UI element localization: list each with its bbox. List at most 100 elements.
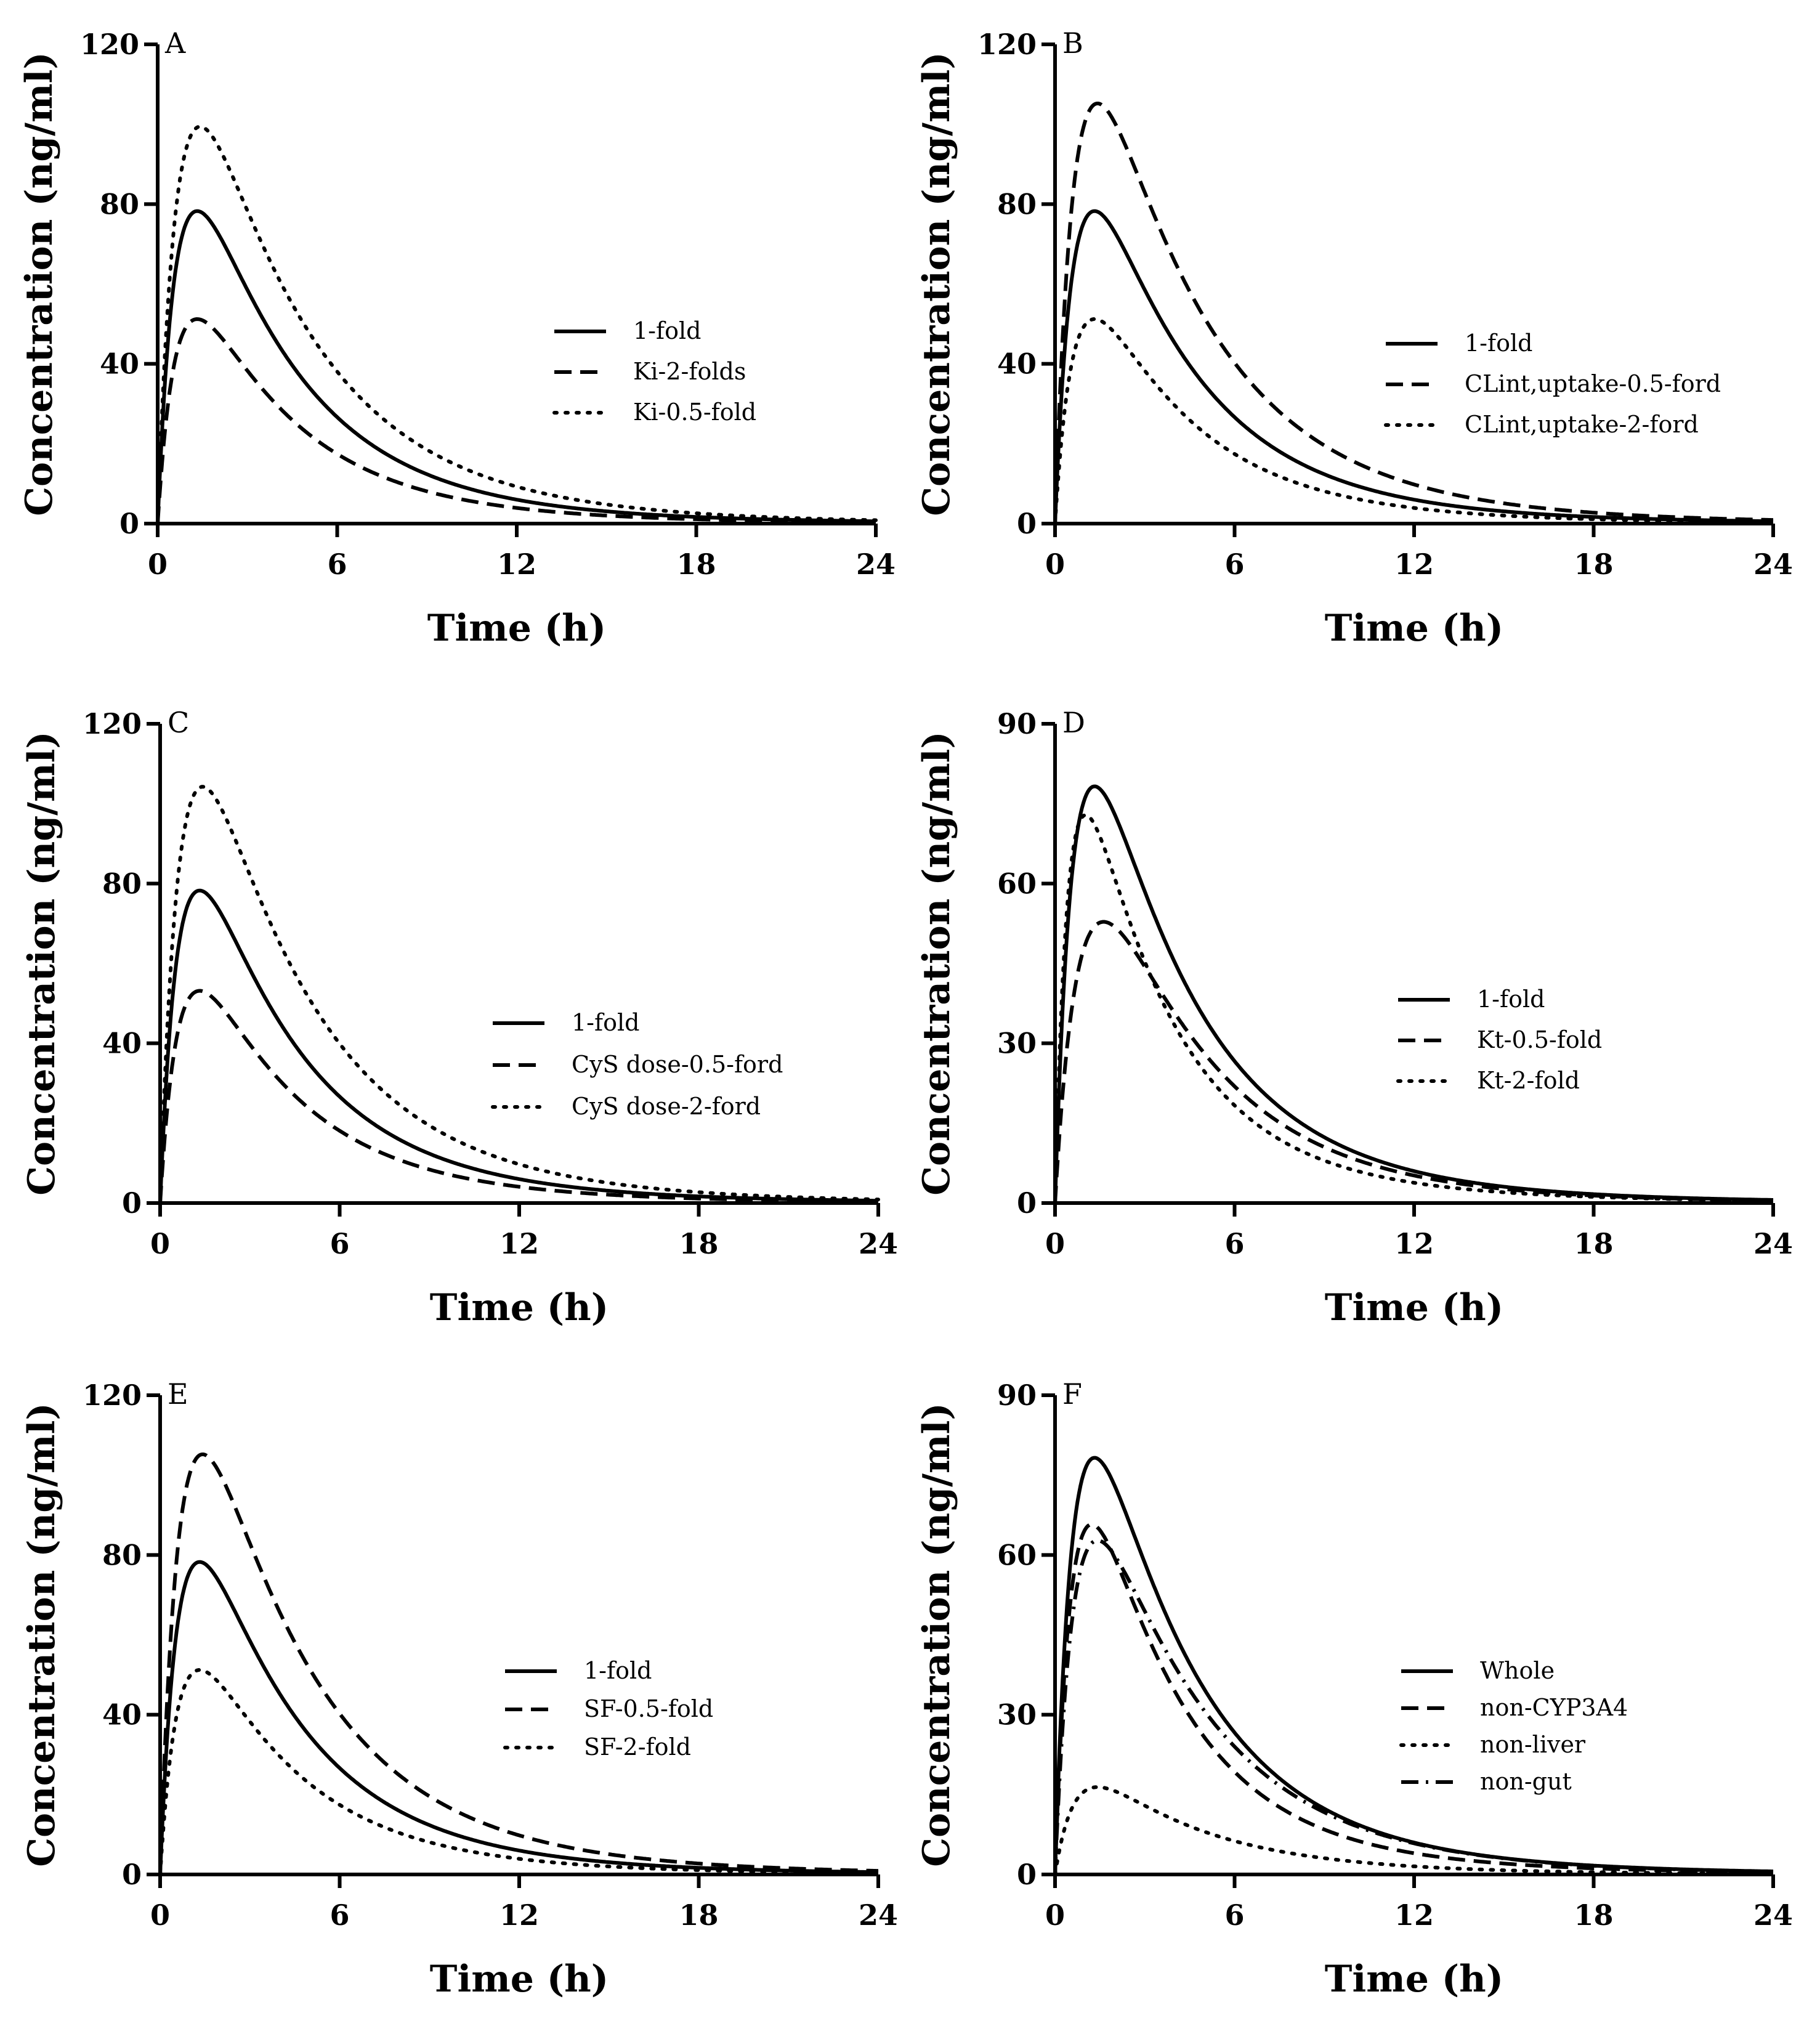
y-tick-label: 0 bbox=[119, 507, 139, 540]
legend-label: 1-fold bbox=[1477, 986, 1545, 1013]
legend-label: 1-fold bbox=[1465, 330, 1532, 357]
y-axis-title: Concentration (ng/ml) bbox=[915, 1403, 958, 1867]
x-tick-label: 12 bbox=[499, 1227, 539, 1260]
y-tick-label: 80 bbox=[102, 1538, 142, 1571]
x-axis-title: Time (h) bbox=[1325, 1958, 1503, 2001]
y-tick-label: 60 bbox=[997, 867, 1037, 900]
x-tick-label: 24 bbox=[1753, 1227, 1793, 1260]
x-axis-title: Time (h) bbox=[430, 1958, 609, 2001]
x-tick-label: 0 bbox=[1045, 1898, 1065, 1932]
x-tick-label: 12 bbox=[497, 548, 536, 581]
legend-label: Kt-2-fold bbox=[1477, 1067, 1580, 1094]
x-axis-title: Time (h) bbox=[427, 607, 606, 650]
y-tick-label: 90 bbox=[997, 1379, 1037, 1412]
panel-E: 0 40 80 120 0 6 12 18 24 E Time (h) Concentration (… bbox=[20, 1377, 898, 2001]
panel-A: 0 40 80 120 0 6 12 18 24 A Time (h) Concentration (… bbox=[18, 26, 896, 650]
panel-C: 0 40 80 120 0 6 12 18 24 C Time (h) Concentration (… bbox=[20, 706, 898, 1329]
y-tick-label: 80 bbox=[997, 187, 1037, 221]
legend-label: CLint,uptake-2-ford bbox=[1465, 411, 1699, 438]
series-line-whole bbox=[1053, 1456, 1773, 1875]
series-line-1-fold bbox=[158, 1560, 879, 1875]
x-axis-title: Time (h) bbox=[430, 1286, 609, 1329]
series-line-non-gut bbox=[1053, 1538, 1773, 1875]
y-tick-label: 120 bbox=[83, 1379, 142, 1412]
x-tick-label: 24 bbox=[859, 1227, 898, 1260]
y-tick-label: 0 bbox=[122, 1186, 142, 1220]
series-line-1-fold bbox=[158, 888, 879, 1204]
x-tick-label: 24 bbox=[1753, 1898, 1793, 1932]
legend-label: Ki-0.5-fold bbox=[633, 399, 756, 426]
y-tick-label: 40 bbox=[102, 1027, 142, 1060]
panel-letter: C bbox=[168, 706, 189, 739]
y-axis-title: Concentration (ng/ml) bbox=[915, 731, 958, 1196]
x-tick-label: 6 bbox=[1224, 548, 1244, 581]
series-line-cys-dose-2-ford bbox=[158, 785, 880, 1205]
x-tick-label: 0 bbox=[150, 1227, 170, 1260]
y-tick-label: 60 bbox=[997, 1538, 1037, 1571]
series-line-clint-uptake-0-5-ford bbox=[1053, 102, 1773, 524]
x-tick-label: 6 bbox=[330, 1227, 349, 1260]
panel-B: 0 40 80 120 0 6 12 18 24 B Time (h) Concentration (… bbox=[915, 26, 1793, 650]
x-axis-title: Time (h) bbox=[1325, 1286, 1503, 1329]
y-tick-label: 30 bbox=[997, 1698, 1037, 1732]
legend-label: CyS dose-0.5-ford bbox=[572, 1051, 783, 1078]
legend-label: Kt-0.5-fold bbox=[1477, 1026, 1602, 1053]
legend-label: non-CYP3A4 bbox=[1480, 1694, 1628, 1721]
y-tick-label: 40 bbox=[100, 347, 139, 381]
series-line-sf-0-5-fold bbox=[158, 1453, 878, 1875]
y-tick-label: 120 bbox=[977, 28, 1037, 61]
legend-label: non-liver bbox=[1480, 1731, 1586, 1758]
panel-F: 0 30 60 90 0 6 12 18 24 F Time (h) Concentration (n… bbox=[915, 1377, 1793, 2001]
y-tick-label: 0 bbox=[1017, 507, 1037, 540]
series-line-non-liver bbox=[1053, 1785, 1775, 1876]
x-tick-label: 6 bbox=[327, 548, 347, 581]
x-tick-label: 0 bbox=[1045, 1227, 1065, 1260]
x-tick-label: 18 bbox=[1574, 1227, 1613, 1260]
series-line-ki-2-folds bbox=[156, 317, 876, 524]
x-tick-label: 18 bbox=[676, 548, 716, 581]
x-tick-label: 18 bbox=[1574, 1898, 1613, 1932]
x-tick-label: 18 bbox=[679, 1898, 718, 1932]
y-tick-label: 90 bbox=[997, 707, 1037, 740]
legend-label: SF-0.5-fold bbox=[584, 1695, 713, 1722]
legend-label: Whole bbox=[1480, 1657, 1555, 1684]
panel-letter: F bbox=[1062, 1377, 1082, 1411]
y-tick-label: 40 bbox=[997, 347, 1037, 381]
legend-label: SF-2-fold bbox=[584, 1733, 691, 1761]
y-tick-label: 30 bbox=[997, 1027, 1037, 1060]
panel-letter: A bbox=[164, 26, 186, 60]
x-tick-label: 12 bbox=[499, 1898, 539, 1932]
x-tick-label: 18 bbox=[1574, 548, 1613, 581]
x-tick-label: 18 bbox=[679, 1227, 718, 1260]
y-axis-title: Concentration (ng/ml) bbox=[915, 52, 958, 516]
series-line-cys-dose-0-5-ford bbox=[158, 989, 879, 1204]
x-tick-label: 0 bbox=[150, 1898, 170, 1932]
legend-label: CLint,uptake-0.5-ford bbox=[1465, 370, 1721, 397]
legend-label: non-gut bbox=[1480, 1768, 1572, 1795]
x-tick-label: 24 bbox=[1753, 548, 1793, 581]
series-line-kt-0-5-fold bbox=[1053, 920, 1774, 1204]
y-axis-title: Concentration (ng/ml) bbox=[18, 52, 61, 516]
x-axis-title: Time (h) bbox=[1325, 607, 1503, 650]
y-tick-label: 0 bbox=[1017, 1858, 1037, 1891]
y-tick-label: 120 bbox=[80, 28, 139, 61]
x-tick-label: 12 bbox=[1394, 1227, 1434, 1260]
legend-label: CyS dose-2-ford bbox=[572, 1093, 761, 1120]
panel-letter: B bbox=[1062, 26, 1083, 60]
series-line-non-cyp3a4 bbox=[1053, 1522, 1774, 1875]
series-line-kt-2-fold bbox=[1053, 813, 1775, 1205]
x-tick-label: 6 bbox=[1224, 1898, 1244, 1932]
x-tick-label: 24 bbox=[859, 1898, 898, 1932]
y-axis-title: Concentration (ng/ml) bbox=[20, 731, 63, 1196]
x-tick-label: 6 bbox=[1224, 1227, 1244, 1260]
x-tick-label: 6 bbox=[330, 1898, 349, 1932]
y-tick-label: 120 bbox=[83, 707, 142, 740]
y-axis-title: Concentration (ng/ml) bbox=[20, 1403, 63, 1867]
x-tick-label: 0 bbox=[1045, 548, 1065, 581]
panel-letter: D bbox=[1062, 706, 1085, 739]
series-line-1-fold bbox=[1053, 784, 1773, 1204]
y-tick-label: 0 bbox=[1017, 1186, 1037, 1220]
x-tick-label: 24 bbox=[856, 548, 896, 581]
series-line-ki-0-5-fold bbox=[156, 124, 878, 525]
